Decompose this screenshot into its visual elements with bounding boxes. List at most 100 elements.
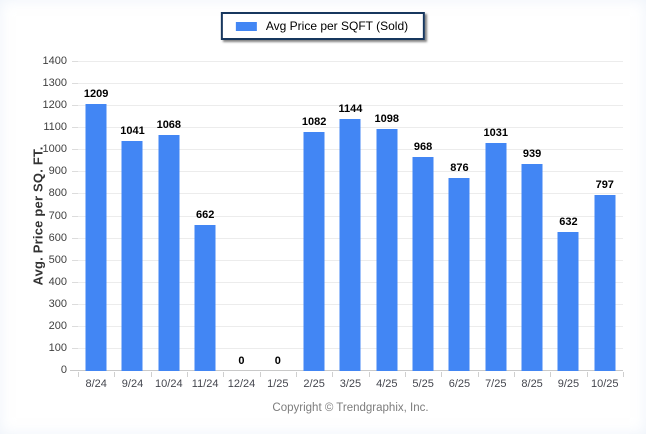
x-tick-mark [368,372,370,377]
bar-value-label: 1082 [301,116,327,129]
bar [194,224,216,371]
x-tick-mark [187,372,188,377]
x-tick-mark [332,372,334,377]
bar-value-label: 0 [274,355,281,367]
bar-group: 939 [514,62,550,371]
x-tick-mark [514,372,515,377]
y-tick-mark [72,127,78,129]
y-tick-label: 1300 [42,77,67,90]
y-tick-mark [72,215,78,217]
bar-group: 1144 [332,62,368,371]
bar-value-label: 1068 [156,119,182,132]
x-tick-mark [259,372,261,377]
y-tick-mark [72,193,78,195]
y-tick-label: 1400 [42,55,67,67]
y-tick-label: 500 [48,253,67,266]
bar [448,177,470,371]
bar-value-label: 1098 [374,112,400,125]
x-tick-mark [223,372,225,377]
x-tick-mark [441,372,443,377]
bar-group: 1041 [114,62,150,371]
bar-value-label: 939 [522,147,542,160]
y-tick-label: 700 [48,209,67,222]
x-tick-label: 4/25 [376,378,398,390]
bar-group: 1031 [478,62,514,371]
y-tick-mark [72,105,78,107]
bar [376,128,398,371]
y-tick-mark [72,281,78,283]
x-tick-label: 10/25 [590,378,619,390]
y-tick-mark [72,303,78,305]
y-tick-label: 400 [48,275,67,288]
x-tick-label: 5/25 [412,378,434,390]
bar-value-label: 0 [238,355,245,367]
x-tick-label: 8/25 [521,378,543,390]
y-tick-mark [72,83,78,85]
x-tick-label: 6/25 [448,378,471,390]
plot-area: 1209 1041 1068 662 0 0 1082 1144 1098 968 876 1031 9… [70,61,623,371]
bar-group: 1098 [369,62,405,371]
x-tick-mark [477,372,479,377]
x-axis-tick-marks [78,371,624,377]
bar [412,157,434,371]
x-tick-mark [550,372,552,377]
x-tick-label: 9/24 [121,378,144,390]
y-tick-mark [72,347,78,349]
bar-value-label: 797 [595,179,614,192]
x-tick-mark [296,372,297,377]
bar [485,143,507,371]
y-axis-ticks: 0 100 200 300 400 500 600 700 800 900 1000 1100 1200… [0,56,78,376]
y-tick-label: 1200 [42,99,67,112]
bar [521,163,543,371]
y-tick-mark [72,259,78,261]
x-tick-mark [586,372,588,377]
bar-value-label: 1144 [338,102,363,115]
gridline [78,105,623,107]
x-tick-mark [623,372,624,377]
y-tick-label: 100 [48,341,67,354]
x-tick-mark [78,372,79,377]
bar-value-label: 662 [195,208,215,221]
y-tick-label: 0 [60,364,67,376]
bar [339,118,361,371]
y-tick-label: 800 [48,187,67,200]
x-axis-labels: 8/24 9/24 10/24 11/24 12/24 1/25 2/25 3/25 4/25 5… [78,378,623,390]
y-tick-label: 1100 [43,121,67,134]
x-tick-label: 11/24 [191,378,219,390]
bar-value-label: 1031 [483,127,509,140]
y-tick-mark [72,61,78,62]
bar-group: 0 [260,62,296,371]
y-tick-label: 300 [48,297,67,310]
legend: Avg Price per SQFT (Sold) [220,12,426,40]
bar [121,141,143,371]
x-tick-label: 1/25 [267,378,289,390]
x-tick-label: 12/24 [227,378,256,390]
bar-value-label: 1209 [83,88,109,101]
bar [594,195,616,371]
bar-value-label: 632 [559,215,578,228]
x-tick-label: 7/25 [485,378,507,390]
copyright-text: Copyright © Trendgraphix, Inc. [272,402,429,414]
bar-group: 1209 [78,62,114,371]
y-tick-mark [72,171,78,173]
x-tick-mark [150,372,152,377]
y-tick-label: 1000 [42,143,67,156]
x-tick-label: 9/25 [557,378,580,390]
y-tick-mark [72,149,78,151]
x-tick-mark [405,372,406,377]
bar-value-label: 1041 [120,125,145,138]
gridline [78,61,623,62]
x-tick-label: 10/24 [155,378,183,390]
y-tick-mark [72,237,78,239]
y-tick-label: 900 [48,165,67,178]
bar-group: 968 [405,62,441,371]
legend-swatch-icon [235,21,257,31]
bar-group: 1082 [296,62,332,371]
bar-group: 662 [187,62,223,371]
bar-value-label: 876 [450,161,469,174]
bar-group: 632 [550,62,586,371]
x-tick-mark [114,372,116,377]
x-tick-label: 2/25 [303,378,325,390]
bar [557,231,579,371]
